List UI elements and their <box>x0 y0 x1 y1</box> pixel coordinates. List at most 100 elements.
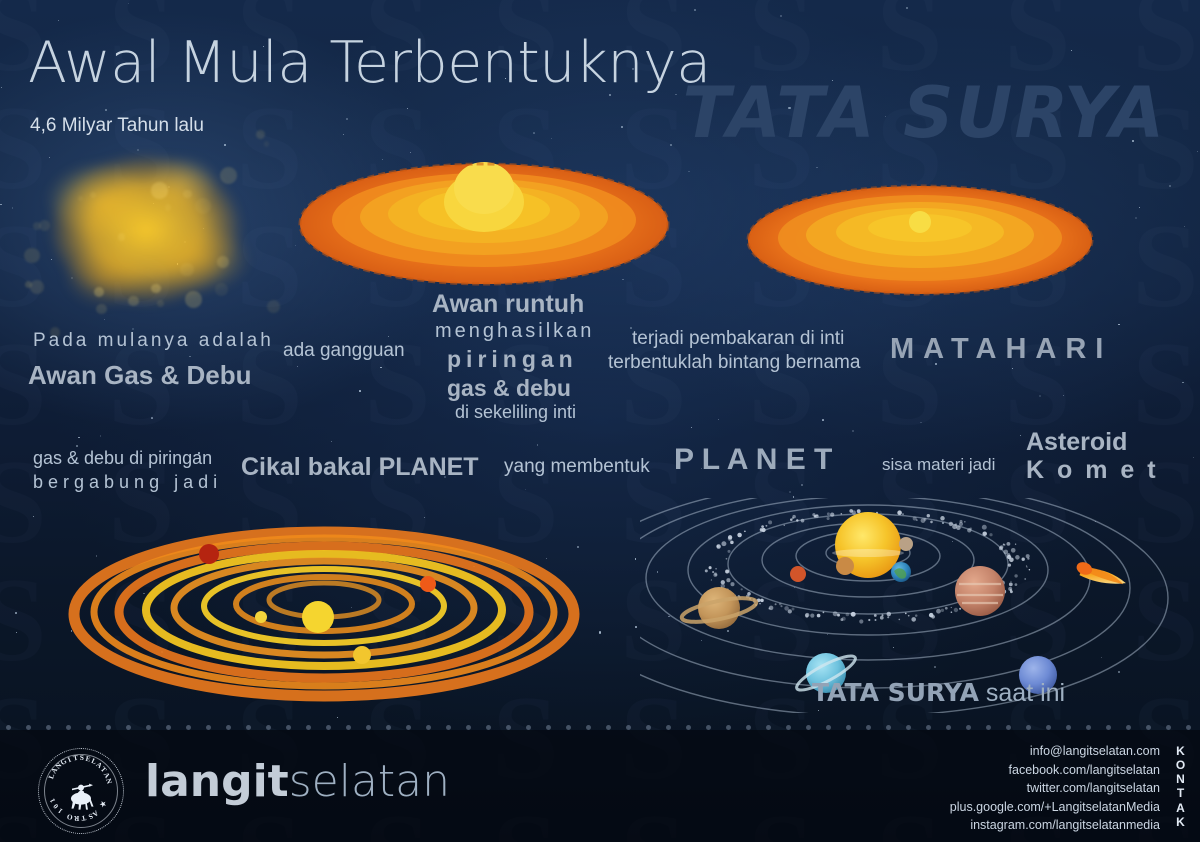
star <box>330 440 332 442</box>
asteroid <box>923 517 927 521</box>
asteroid <box>715 567 717 570</box>
asteroid <box>1003 549 1009 555</box>
star <box>718 418 720 420</box>
asteroid <box>849 509 854 513</box>
star <box>14 611 17 614</box>
asteroid <box>897 510 902 515</box>
planet-uranus <box>795 653 857 693</box>
seal-letter: S <box>79 754 85 762</box>
divider-dot <box>206 725 211 730</box>
contact-line[interactable]: info@langitselatan.com <box>1029 744 1160 758</box>
contact-line[interactable]: instagram.com/langitselatanmedia <box>970 818 1160 832</box>
star <box>668 615 670 618</box>
divider-dot <box>486 725 491 730</box>
cloud-sparkle <box>128 296 139 307</box>
contact-line[interactable]: facebook.com/langitselatan <box>1008 762 1160 777</box>
star <box>70 630 73 632</box>
star <box>550 137 553 140</box>
asteroid <box>826 512 830 516</box>
star <box>127 2 129 4</box>
brand-bold: langit <box>145 756 289 807</box>
asteroid <box>969 527 973 530</box>
asteroid <box>704 569 708 573</box>
star <box>295 245 296 247</box>
star <box>1193 456 1195 458</box>
asteroid <box>780 605 783 608</box>
asteroid <box>1006 541 1011 546</box>
asteroid <box>1008 586 1013 591</box>
asteroid <box>774 603 777 606</box>
footer-bar <box>0 730 1200 842</box>
star <box>0 86 2 88</box>
kontak-letter: K <box>1176 744 1186 758</box>
asteroid <box>790 518 793 521</box>
star <box>1118 671 1121 674</box>
asteroid <box>1010 580 1012 583</box>
star <box>32 515 34 517</box>
contact-line[interactable]: twitter.com/langitselatan <box>1026 781 1160 795</box>
cloud-sparkle <box>220 166 238 184</box>
label-current-bold: TATA SURYA <box>812 678 979 707</box>
cloud-sparkle <box>39 219 51 231</box>
star <box>726 630 729 633</box>
asteroid <box>959 519 963 523</box>
asteroid <box>851 614 854 616</box>
divider-dot <box>966 725 971 730</box>
star <box>12 207 14 209</box>
star <box>635 558 637 560</box>
star <box>635 626 637 628</box>
asteroid <box>967 528 972 533</box>
star <box>688 170 690 173</box>
star <box>817 709 819 711</box>
divider-dot <box>846 725 851 730</box>
kontak-letter: N <box>1176 772 1186 787</box>
asteroid <box>856 509 861 514</box>
centaur-icon <box>71 783 94 810</box>
asteroid <box>953 607 959 613</box>
asteroid <box>914 614 918 617</box>
asteroid <box>952 524 958 530</box>
star <box>792 496 795 498</box>
asteroid <box>830 512 835 517</box>
star-ignition-disk-illustration <box>746 184 1094 296</box>
asteroid <box>791 607 795 611</box>
star <box>780 14 783 17</box>
divider-dot <box>686 725 691 730</box>
divider-dot <box>706 725 711 730</box>
asteroid <box>768 520 773 525</box>
star <box>388 336 389 338</box>
divider-dot <box>346 725 351 730</box>
star <box>546 557 548 559</box>
star <box>816 166 818 169</box>
asteroid <box>868 618 871 622</box>
asteroid <box>850 611 856 617</box>
asteroid <box>725 557 728 560</box>
star <box>801 484 804 487</box>
divider-dot <box>286 725 291 730</box>
cloud-sparkle <box>255 130 265 139</box>
asteroid <box>845 612 850 617</box>
divider-dot <box>446 725 451 730</box>
protoplanet-yellow-small <box>255 611 267 623</box>
star <box>380 366 382 369</box>
star <box>622 278 624 281</box>
comet <box>1076 562 1126 585</box>
star <box>675 93 678 96</box>
divider-dot <box>1046 725 1051 730</box>
contact-line[interactable]: plus.google.com/+LangitselatanMedia <box>949 799 1160 814</box>
divider-dot <box>466 725 471 730</box>
asteroid <box>778 602 782 606</box>
label-merge-line1: gas & debu di piringan <box>33 448 213 468</box>
divider-dot <box>1126 725 1131 730</box>
cloud-sparkle <box>180 262 194 277</box>
divider-dot <box>226 725 231 730</box>
star <box>262 45 264 47</box>
asteroid <box>1010 547 1016 553</box>
cloud-sparkle <box>157 299 165 307</box>
star <box>711 465 714 468</box>
divider-dot <box>726 725 731 730</box>
asteroid <box>740 588 743 591</box>
star <box>524 488 527 491</box>
asteroid <box>787 609 792 614</box>
asteroid <box>730 540 734 545</box>
